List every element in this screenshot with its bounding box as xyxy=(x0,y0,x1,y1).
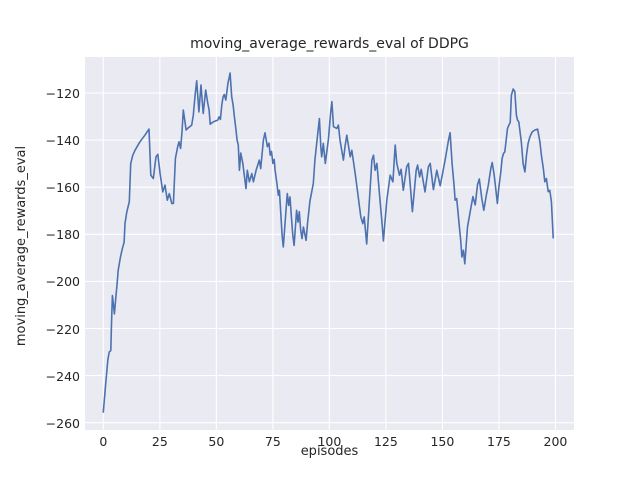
y-tick-label: −260 xyxy=(45,415,80,431)
y-tick-label: −180 xyxy=(45,227,80,243)
x-tick-label: 0 xyxy=(99,434,108,449)
x-axis-label: episodes xyxy=(300,444,359,459)
x-tick-label: 100 xyxy=(317,434,342,449)
x-tick-label: 150 xyxy=(430,434,455,449)
x-tick-label: 125 xyxy=(373,434,398,449)
x-tick-label: 25 xyxy=(151,434,168,449)
y-tick-label: −200 xyxy=(45,274,80,290)
y-tick-label: −140 xyxy=(45,133,80,149)
y-tick-label: −220 xyxy=(45,321,80,337)
x-tick-label: 200 xyxy=(543,434,568,449)
y-tick-label: −240 xyxy=(45,368,80,384)
data-line xyxy=(102,72,555,413)
y-tick-label: −160 xyxy=(45,180,80,196)
x-tick-label: 175 xyxy=(487,434,511,449)
chart-title: moving_average_rewards_eval of DDPG xyxy=(190,36,469,52)
x-tick-label: 75 xyxy=(264,434,281,449)
y-tick-label: −120 xyxy=(45,86,80,102)
y-axis-label: moving_average_rewards_eval xyxy=(14,145,29,347)
x-tick-label: 50 xyxy=(208,434,225,449)
